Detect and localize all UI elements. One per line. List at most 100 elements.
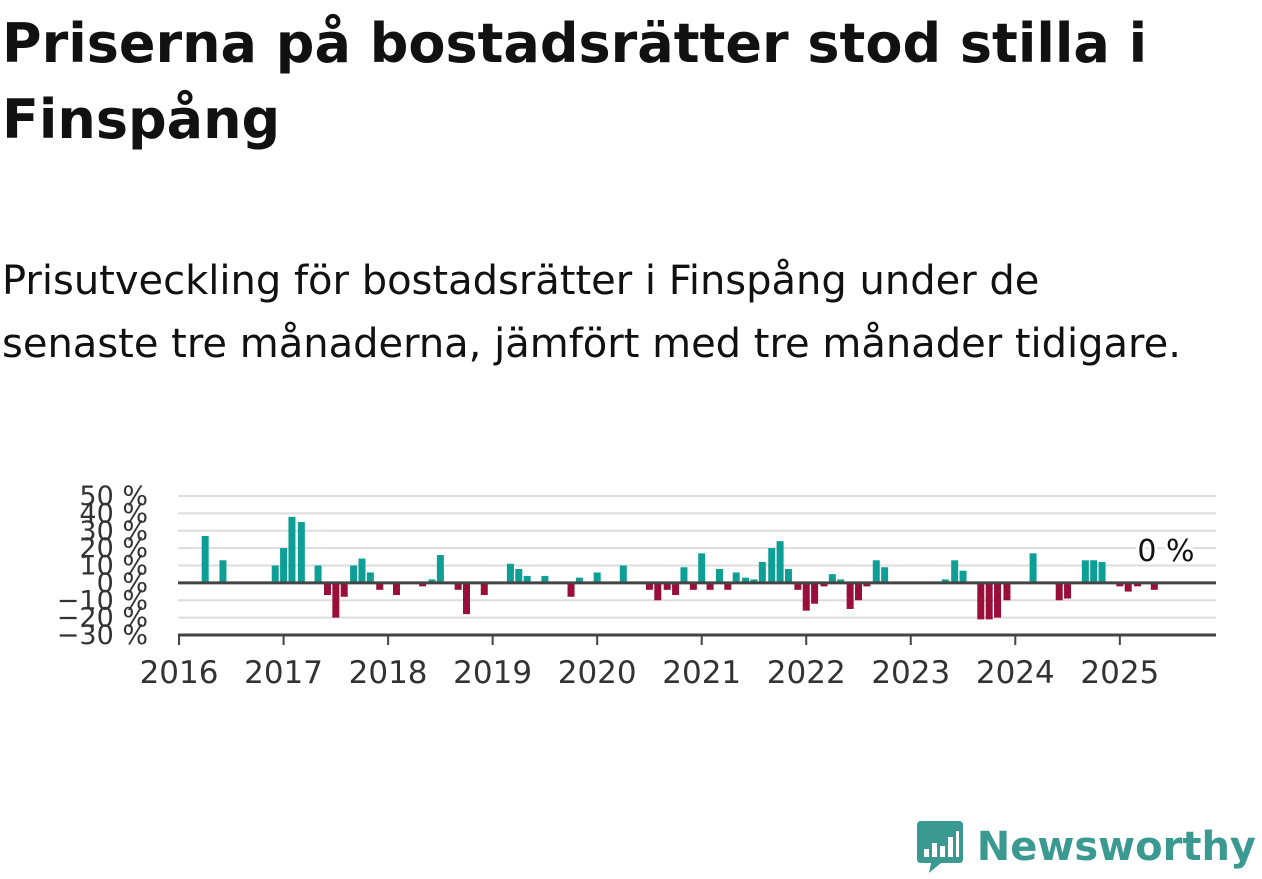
- bar: [663, 582, 671, 590]
- x-axis-ticks: 2016 2017 2018 2019 2020 2021 2022 2023 2024 2025: [140, 635, 1159, 691]
- bar: [419, 582, 427, 587]
- bar: [977, 582, 985, 620]
- last-value-label: 0 %: [1137, 534, 1194, 569]
- y-tick-label: 50 %: [79, 481, 148, 512]
- bar: [376, 582, 384, 590]
- bar: [340, 582, 348, 597]
- bar: [811, 582, 819, 604]
- bar: [1134, 582, 1142, 587]
- bar: [541, 575, 549, 583]
- bar: [366, 572, 374, 583]
- bar: [280, 548, 288, 583]
- bar: [515, 568, 523, 583]
- bar: [1081, 560, 1089, 583]
- bar: [837, 579, 845, 583]
- bar: [1003, 582, 1011, 601]
- bar: [794, 582, 802, 590]
- brand-logo: Newsworthy: [915, 819, 1256, 875]
- bar: [1090, 560, 1098, 583]
- x-tick-label: 2021: [662, 655, 741, 691]
- x-tick-label: 2018: [349, 655, 428, 691]
- y-axis-ticks: −30 %−20 %−10 %0 %10 %20 %30 %40 %50 %: [57, 481, 148, 651]
- bar: [645, 582, 653, 590]
- bar: [672, 582, 680, 596]
- x-tick-label: 2024: [976, 655, 1055, 691]
- bar: [776, 541, 784, 583]
- bar: [392, 582, 400, 596]
- bar: [951, 560, 959, 583]
- bar: [463, 582, 471, 615]
- bar: [742, 577, 750, 583]
- newsworthy-logo-icon: [916, 821, 963, 873]
- bar: [271, 565, 279, 583]
- bar: [828, 574, 836, 583]
- bar: [575, 577, 583, 583]
- bar: [1029, 553, 1037, 583]
- bar: [523, 575, 531, 583]
- y-tick-label: 20 %: [79, 533, 148, 564]
- bar: [689, 582, 697, 590]
- bar: [332, 582, 340, 618]
- x-tick-label: 2022: [767, 655, 846, 691]
- bar: [654, 582, 662, 601]
- bar: [680, 567, 688, 583]
- brand-name: Newsworthy: [976, 824, 1256, 870]
- bars: [201, 516, 1158, 620]
- x-tick-label: 2023: [871, 655, 950, 691]
- bar: [323, 582, 331, 596]
- page-title: Priserna på bostadsrätter stod stilla i …: [2, 12, 1148, 151]
- bar: [758, 562, 766, 583]
- bar: [872, 560, 880, 583]
- y-tick-label: 10 %: [79, 551, 148, 582]
- bar: [941, 579, 949, 583]
- x-tick-label: 2020: [558, 655, 637, 691]
- y-tick-label: −20 %: [57, 603, 148, 634]
- bar: [715, 568, 723, 583]
- bar: [750, 579, 758, 583]
- bar: [863, 582, 871, 587]
- bar: [314, 565, 322, 583]
- bar: [506, 563, 514, 583]
- x-tick-label: 2025: [1080, 655, 1159, 691]
- bar: [802, 582, 810, 611]
- bar: [219, 560, 227, 583]
- bar: [994, 582, 1002, 618]
- x-tick-label: 2016: [140, 655, 219, 691]
- bar: [959, 570, 967, 583]
- bar: [820, 582, 828, 587]
- bar: [768, 548, 776, 583]
- bar: [567, 582, 575, 597]
- bar: [1064, 582, 1072, 599]
- page-subtitle: Prisutveckling för bostadsrätter i Finsp…: [2, 258, 1181, 367]
- bar: [1098, 562, 1106, 583]
- bar: [1124, 582, 1132, 592]
- bar: [724, 582, 732, 590]
- bar: [698, 553, 706, 583]
- bar: [881, 567, 889, 583]
- y-tick-label: 30 %: [79, 516, 148, 547]
- bar: [428, 579, 436, 583]
- bar: [784, 568, 792, 583]
- y-tick-label: 0 %: [97, 568, 148, 599]
- bar: [619, 565, 627, 583]
- bar: [985, 582, 993, 620]
- bar: [350, 565, 358, 583]
- bar: [1150, 582, 1158, 590]
- y-tick-label: 40 %: [79, 498, 148, 529]
- bar: [706, 582, 714, 590]
- bar: [201, 535, 209, 583]
- bar: [846, 582, 854, 609]
- bar: [1116, 582, 1124, 587]
- bar: [436, 555, 444, 583]
- bar: [297, 522, 305, 583]
- bar: [855, 582, 863, 601]
- bar: [732, 572, 740, 583]
- bar: [1055, 582, 1063, 601]
- bar: [358, 558, 366, 583]
- x-tick-label: 2019: [453, 655, 532, 691]
- bar: [454, 582, 462, 590]
- bar: [480, 582, 488, 596]
- bar: [593, 572, 601, 583]
- x-tick-label: 2017: [244, 655, 323, 691]
- bar: [288, 516, 296, 583]
